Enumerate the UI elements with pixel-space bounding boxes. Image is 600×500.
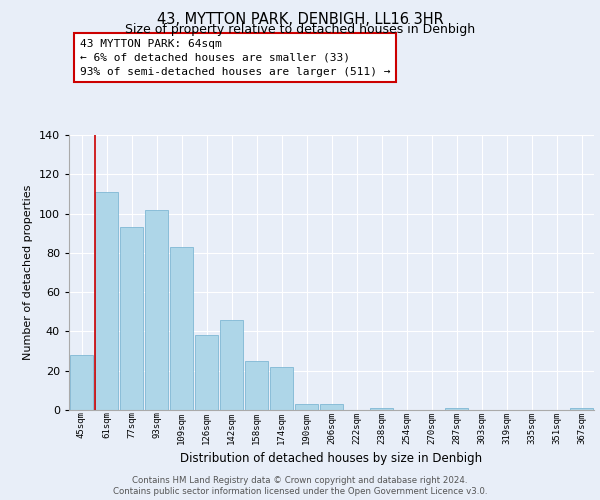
Bar xyxy=(320,404,343,410)
Bar xyxy=(170,247,193,410)
Bar xyxy=(70,355,94,410)
Text: Size of property relative to detached houses in Denbigh: Size of property relative to detached ho… xyxy=(125,22,475,36)
Bar xyxy=(145,210,169,410)
Bar xyxy=(220,320,244,410)
Bar xyxy=(295,404,319,410)
Y-axis label: Number of detached properties: Number of detached properties xyxy=(23,185,33,360)
Bar xyxy=(269,367,293,410)
Bar xyxy=(119,228,143,410)
Bar xyxy=(245,361,268,410)
Text: Contains public sector information licensed under the Open Government Licence v3: Contains public sector information licen… xyxy=(113,488,487,496)
Text: 43 MYTTON PARK: 64sqm
← 6% of detached houses are smaller (33)
93% of semi-detac: 43 MYTTON PARK: 64sqm ← 6% of detached h… xyxy=(79,39,390,76)
Bar xyxy=(370,408,394,410)
X-axis label: Distribution of detached houses by size in Denbigh: Distribution of detached houses by size … xyxy=(181,452,482,465)
Bar xyxy=(569,408,593,410)
Bar xyxy=(194,336,218,410)
Text: Contains HM Land Registry data © Crown copyright and database right 2024.: Contains HM Land Registry data © Crown c… xyxy=(132,476,468,485)
Bar xyxy=(445,408,469,410)
Bar xyxy=(95,192,118,410)
Text: 43, MYTTON PARK, DENBIGH, LL16 3HR: 43, MYTTON PARK, DENBIGH, LL16 3HR xyxy=(157,12,443,28)
